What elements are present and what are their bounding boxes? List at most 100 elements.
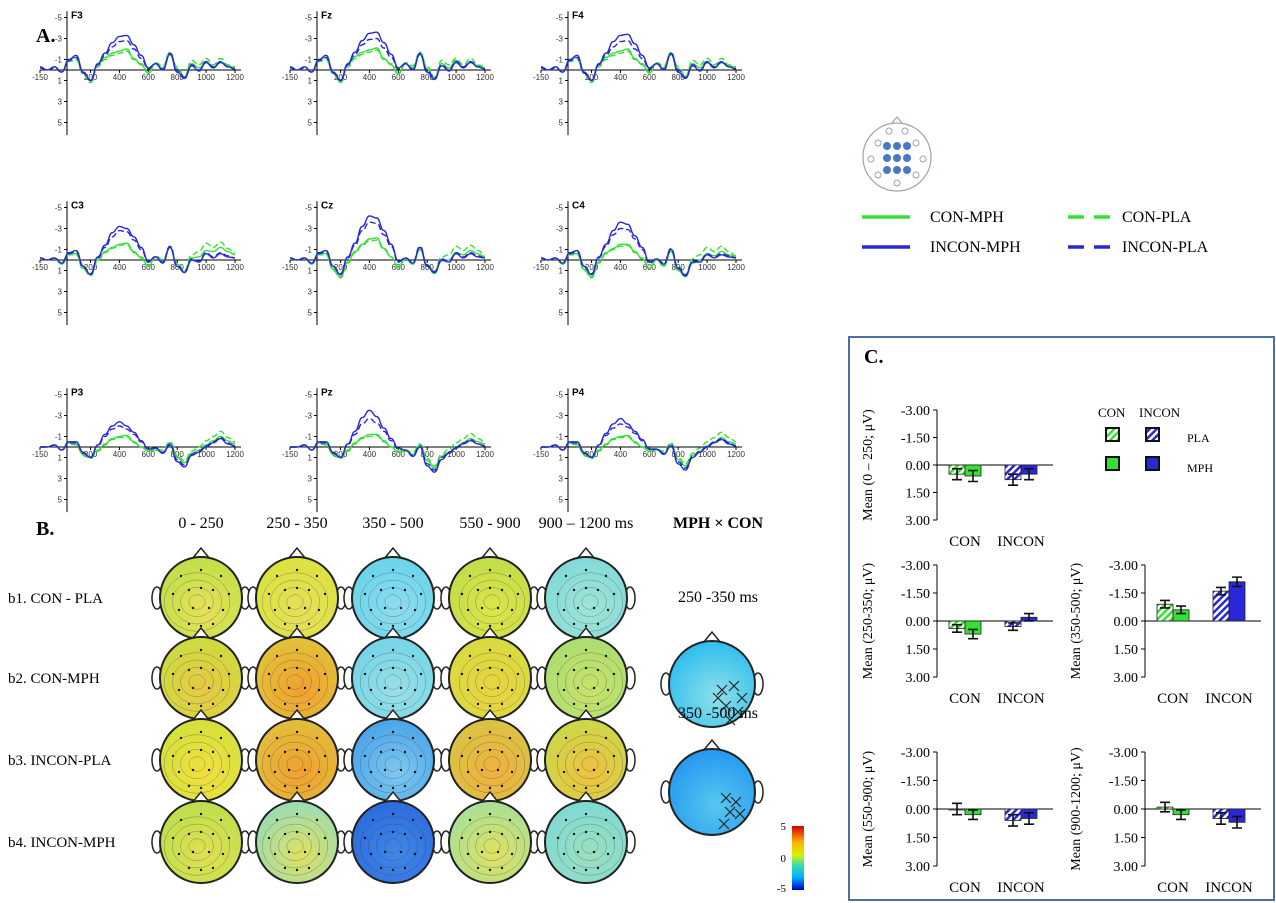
electrode-dot [379,588,383,592]
electrode-dot [219,818,223,822]
electrode-dot [592,686,596,690]
panel-c-label: C. [864,346,883,368]
y-tick-label: -3 [305,412,313,421]
series-line-incon-pla [290,417,486,471]
bar-legend-row-label: PLA [1187,431,1210,445]
contour-line [384,756,402,772]
x-tick-label: 600 [392,450,406,459]
series-line-con-pla [39,241,236,277]
scalp-map [255,800,339,884]
electrode-dot [199,812,203,816]
contour-line [557,572,624,632]
x-category-label: INCON [1205,691,1253,707]
electrode-dot [287,850,291,854]
electrode-dot [369,608,373,612]
topo-map [536,708,636,802]
panel-c-frame [848,336,1275,901]
y-tick-label: 0.00 [1114,615,1139,630]
y-tick-label: -1.50 [1109,587,1138,602]
scalp-map [448,800,532,884]
y-tick-label: -1.50 [901,775,930,790]
electrode-dot [480,606,484,610]
electrode-dot [488,830,492,834]
electrode-dot [496,606,500,610]
contour-line [368,579,418,625]
electrode-dot [592,606,596,610]
electrode-dot [403,750,407,754]
error-bar [1008,473,1018,486]
x-tick-label: 400 [614,73,628,82]
y-tick-label: 1 [308,454,313,463]
electrode-label: F4 [572,10,584,21]
electrode-dot [584,812,588,816]
contour-line [573,667,607,697]
electrode-dot [317,688,321,692]
y-tick-label: -3.00 [901,404,930,419]
significance-cross [730,796,742,808]
series-line-con-pla [40,430,236,462]
topo-map [151,790,251,884]
electrode-dot [267,592,271,596]
electrode-dot [295,730,299,734]
erp-plot-pz: -5 -3 -1 1 3 5 -150 200 400 600 800 1000 1200 Pz [282,387,494,513]
electrode-dot [317,852,321,856]
y-tick-label: 3 [559,98,564,107]
x-tick-label: 800 [672,450,686,459]
electrode-dot [287,686,291,690]
legend-label: CON-PLA [1122,209,1192,226]
electrode-dot [283,622,287,626]
electrode-dot [460,672,464,676]
electrode-dot [219,574,223,578]
electrode-dot [496,686,500,690]
y-tick-label: -5 [305,204,313,213]
electrode-dot [403,588,407,592]
electrode-dot [303,686,307,690]
electrode-dot [177,688,181,692]
series-line-con-pla [541,431,737,465]
electrode-dot [419,592,423,596]
electrode-dot [403,622,407,626]
electrode-dot [516,672,520,676]
electrode-dot [221,688,225,692]
electrode-dot [363,672,367,676]
electrode-dot [287,768,291,772]
electrode-dot [383,686,387,690]
electrode-dot [419,754,423,758]
y-tick-label: -3 [305,35,313,44]
contour-line [557,652,624,712]
error-bar [1008,813,1018,827]
electrode-dot [371,574,375,578]
electrode-dot [596,832,600,836]
electrode-dot [576,606,580,610]
electrode-dot [510,770,514,774]
interaction-title: MPH × CON [673,515,763,532]
x-tick-label: 600 [643,73,657,82]
x-tick-label: 1000 [197,450,215,459]
y-tick-label: 1 [559,267,564,276]
series-line-con-pla [289,49,486,84]
x-tick-label: 400 [113,450,127,459]
x-tick-label: 400 [363,450,377,459]
electrode-dot [399,686,403,690]
contour-line [270,659,320,705]
electrode-dot [179,736,183,740]
electrode-dot [584,868,588,872]
electrode-dot [572,668,576,672]
x-tick-label: 400 [363,73,377,82]
legend-swatch-con-pla [1105,427,1120,442]
x-category-label: INCON [997,691,1045,707]
y-tick-label: 3.00 [1114,671,1139,686]
electrode-dot [219,654,223,658]
x-tick-label: 600 [142,450,156,459]
electrode-dot [379,750,383,754]
y-tick-label: 1.50 [906,832,931,847]
electrode-dot [488,730,492,734]
electrode-dot [383,606,387,610]
x-category-label: CON [1157,691,1189,707]
series-line-con-pla [540,244,737,279]
contour-line [467,823,517,869]
electrode-dot [572,588,576,592]
x-tick-label: 1000 [447,450,465,459]
electrode-dot [221,770,225,774]
electrode-dot [323,672,327,676]
